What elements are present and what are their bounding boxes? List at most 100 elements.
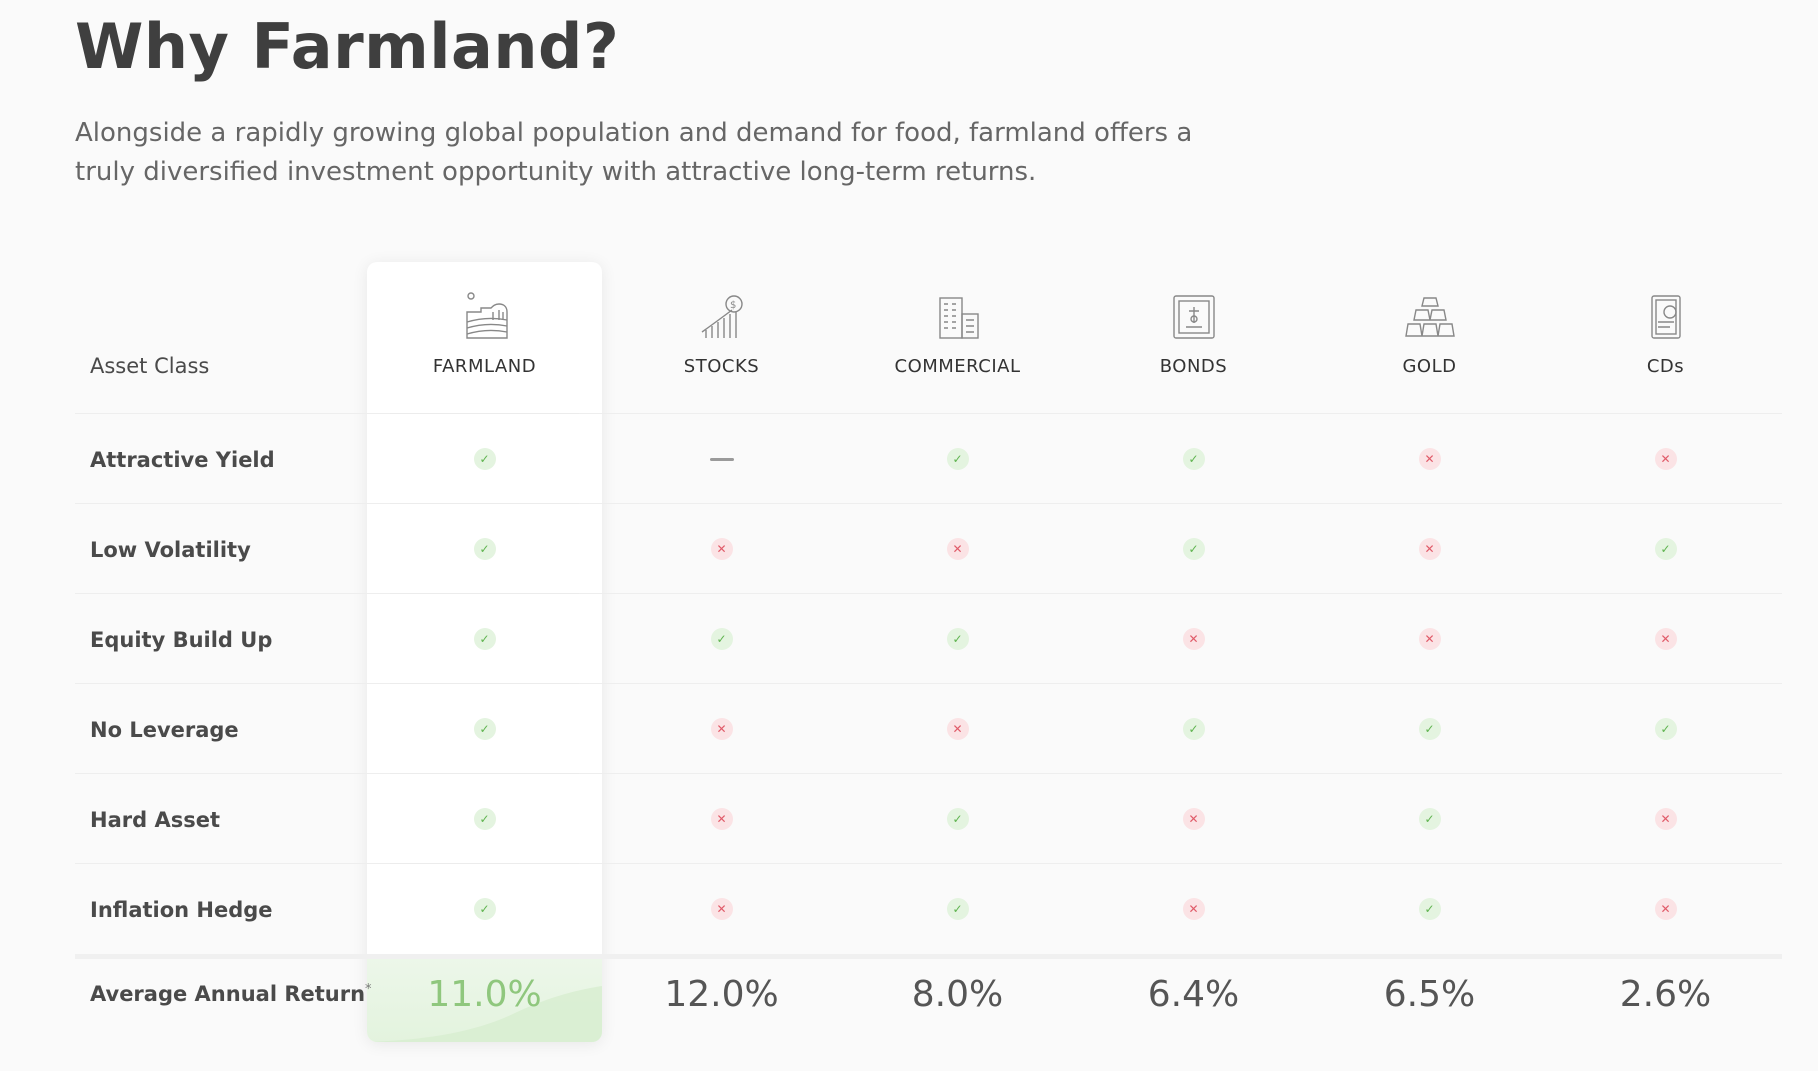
cross-icon: ✕ bbox=[946, 538, 969, 560]
highlight-divider bbox=[390, 593, 579, 594]
table-cell: ✕ bbox=[604, 504, 839, 594]
cross-icon: ✕ bbox=[1182, 628, 1205, 650]
return-value-stocks: 12.0% bbox=[664, 974, 779, 1015]
row-label: Low Volatility bbox=[90, 538, 251, 562]
column-name: CDs bbox=[1646, 356, 1685, 377]
cross-icon: ✕ bbox=[710, 898, 733, 920]
asset-class-label: Asset Class bbox=[90, 354, 210, 378]
cross-icon: ✕ bbox=[1654, 628, 1677, 650]
row-divider bbox=[75, 593, 1782, 594]
farm-icon bbox=[367, 292, 602, 342]
return-value-farmland: 11.0% bbox=[427, 974, 542, 1015]
farmland-return-highlight bbox=[367, 954, 602, 1042]
cross-icon: ✕ bbox=[1654, 808, 1677, 830]
table-cell: ✓ bbox=[840, 414, 1075, 504]
cross-icon: ✕ bbox=[710, 718, 733, 740]
cross-icon: ✕ bbox=[1418, 448, 1441, 470]
check-icon: ✓ bbox=[710, 628, 733, 650]
table-cell: ✕ bbox=[604, 774, 839, 864]
bond-certificate-icon bbox=[1076, 292, 1311, 342]
cross-icon: ✕ bbox=[1654, 898, 1677, 920]
average-annual-return-label: Average Annual Return* bbox=[90, 982, 372, 1006]
check-icon: ✓ bbox=[473, 898, 496, 920]
table-cell: ✕ bbox=[1312, 594, 1547, 684]
highlight-divider bbox=[390, 863, 579, 864]
table-cell: ✕ bbox=[1548, 414, 1783, 504]
check-icon: ✓ bbox=[1182, 538, 1205, 560]
check-icon: ✓ bbox=[1418, 718, 1441, 740]
cross-icon: ✕ bbox=[1654, 448, 1677, 470]
table-cell: ✓ bbox=[367, 504, 602, 594]
check-icon: ✓ bbox=[1418, 898, 1441, 920]
table-cell: ✓ bbox=[1076, 504, 1311, 594]
table-cell bbox=[604, 414, 839, 504]
check-icon: ✓ bbox=[1182, 718, 1205, 740]
return-value-bonds: 6.4% bbox=[1147, 974, 1240, 1015]
table-row: Low Volatility ✓ ✕ ✕ ✓ ✕ ✓ bbox=[75, 504, 1782, 594]
row-label: Inflation Hedge bbox=[90, 898, 273, 922]
table-cell: ✕ bbox=[840, 684, 1075, 774]
table-cell: ✕ bbox=[1076, 864, 1311, 954]
check-icon: ✓ bbox=[473, 808, 496, 830]
table-row: Inflation Hedge ✓ ✕ ✓ ✕ ✓ ✕ bbox=[75, 864, 1782, 954]
cross-icon: ✕ bbox=[710, 808, 733, 830]
table-cell: ✓ bbox=[1076, 684, 1311, 774]
column-name: FARMLAND bbox=[432, 356, 537, 377]
table-cell: ✓ bbox=[367, 414, 602, 504]
column-name: BONDS bbox=[1159, 356, 1228, 377]
check-icon: ✓ bbox=[473, 718, 496, 740]
cross-icon: ✕ bbox=[1418, 628, 1441, 650]
row-label: No Leverage bbox=[90, 718, 239, 742]
column-name: GOLD bbox=[1402, 356, 1457, 377]
cross-icon: ✕ bbox=[1182, 808, 1205, 830]
table-row: Equity Build Up ✓ ✓ ✓ ✕ ✕ ✕ bbox=[75, 594, 1782, 684]
table-cell: ✓ bbox=[367, 594, 602, 684]
row-divider bbox=[75, 683, 1782, 684]
table-cell: ✕ bbox=[1076, 774, 1311, 864]
table-row: No Leverage ✓ ✕ ✕ ✓ ✓ ✓ bbox=[75, 684, 1782, 774]
table-cell: ✓ bbox=[840, 864, 1075, 954]
check-icon: ✓ bbox=[946, 808, 969, 830]
row-divider bbox=[75, 503, 1782, 504]
table-cell: ✓ bbox=[1548, 504, 1783, 594]
comparison-table: Asset Class FARMLAND $ STOCKS COMMERCIAL BON… bbox=[75, 262, 1782, 1052]
check-icon: ✓ bbox=[1182, 448, 1205, 470]
table-row: Attractive Yield ✓ ✓ ✓ ✕ ✕ bbox=[75, 414, 1782, 504]
dash-icon bbox=[709, 448, 735, 470]
row-divider bbox=[75, 863, 1782, 864]
table-cell: ✕ bbox=[604, 684, 839, 774]
highlight-divider bbox=[390, 683, 579, 684]
page-title: Why Farmland? bbox=[75, 10, 620, 83]
table-cell: ✓ bbox=[367, 774, 602, 864]
table-cell: ✕ bbox=[1548, 774, 1783, 864]
check-icon: ✓ bbox=[473, 538, 496, 560]
cross-icon: ✕ bbox=[1182, 898, 1205, 920]
table-cell: ✕ bbox=[840, 504, 1075, 594]
row-label: Equity Build Up bbox=[90, 628, 273, 652]
cross-icon: ✕ bbox=[946, 718, 969, 740]
table-cell: ✓ bbox=[1312, 774, 1547, 864]
svg-text:$: $ bbox=[730, 300, 736, 311]
table-cell: ✓ bbox=[1312, 864, 1547, 954]
cd-money-icon bbox=[1548, 292, 1783, 342]
table-cell: ✕ bbox=[1548, 864, 1783, 954]
column-name: COMMERCIAL bbox=[894, 356, 1021, 377]
table-cell: ✕ bbox=[1312, 504, 1547, 594]
check-icon: ✓ bbox=[473, 448, 496, 470]
check-icon: ✓ bbox=[1654, 718, 1677, 740]
table-cell: ✓ bbox=[1548, 684, 1783, 774]
table-cell: ✓ bbox=[367, 684, 602, 774]
check-icon: ✓ bbox=[1418, 808, 1441, 830]
table-row: Hard Asset ✓ ✕ ✓ ✕ ✓ ✕ bbox=[75, 774, 1782, 864]
check-icon: ✓ bbox=[946, 898, 969, 920]
intro-paragraph: Alongside a rapidly growing global popul… bbox=[75, 118, 1193, 187]
check-icon: ✓ bbox=[946, 448, 969, 470]
table-cell: ✕ bbox=[604, 864, 839, 954]
table-cell: ✓ bbox=[840, 594, 1075, 684]
table-cell: ✓ bbox=[367, 864, 602, 954]
highlight-divider bbox=[390, 773, 579, 774]
table-cell: ✓ bbox=[1312, 684, 1547, 774]
building-icon bbox=[840, 292, 1075, 342]
check-icon: ✓ bbox=[473, 628, 496, 650]
cross-icon: ✕ bbox=[1418, 538, 1441, 560]
